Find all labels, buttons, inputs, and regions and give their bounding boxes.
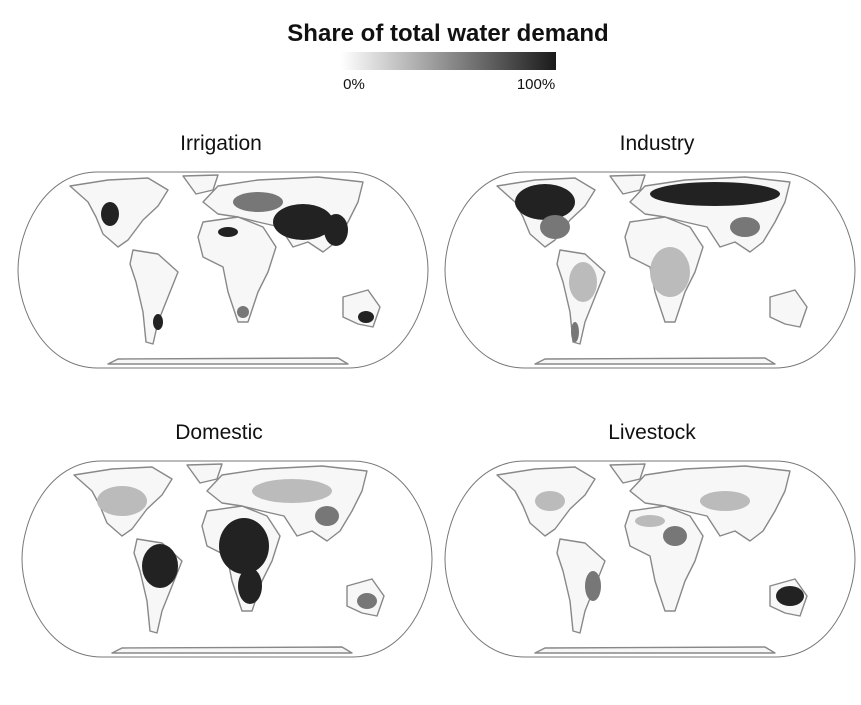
scale-min-label: 0%: [343, 76, 365, 93]
map-title: Irrigation: [180, 132, 262, 155]
irrigation-map: [17, 171, 429, 369]
figure-title: Share of total water demand: [287, 20, 608, 47]
domestic-map: [21, 460, 433, 658]
scale-max-label: 100%: [517, 76, 555, 93]
map-title: Livestock: [608, 421, 696, 444]
livestock-map: [444, 460, 856, 658]
color-scale: [341, 52, 556, 70]
map-title: Industry: [620, 132, 695, 155]
map-title: Domestic: [175, 421, 263, 444]
industry-map: [444, 171, 856, 369]
